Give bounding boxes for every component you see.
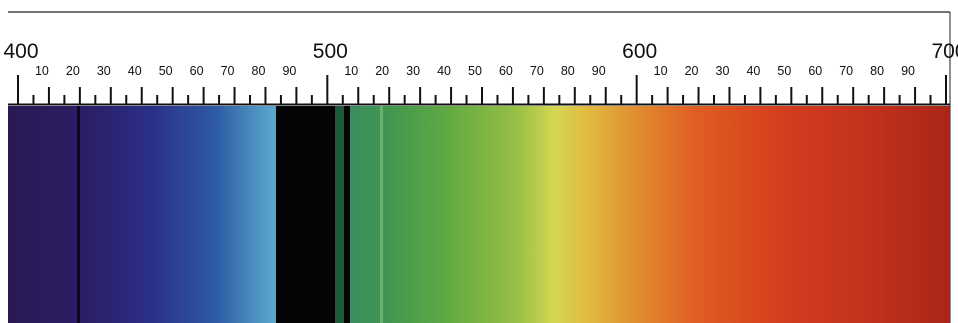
emission-line <box>380 106 383 323</box>
minor-label: 20 <box>375 64 389 78</box>
minor-label: 30 <box>406 64 420 78</box>
minor-label: 50 <box>777 64 791 78</box>
minor-label: 20 <box>685 64 699 78</box>
minor-label: 50 <box>159 64 173 78</box>
major-label: 400 <box>3 40 38 63</box>
minor-label: 40 <box>746 64 760 78</box>
major-label: 700 <box>931 40 958 63</box>
minor-label: 90 <box>282 64 296 78</box>
minor-label: 50 <box>468 64 482 78</box>
minor-label: 60 <box>190 64 204 78</box>
spectrum <box>8 106 950 323</box>
minor-label: 70 <box>530 64 544 78</box>
minor-label: 30 <box>97 64 111 78</box>
minor-label: 40 <box>128 64 142 78</box>
major-label: 600 <box>622 40 657 63</box>
minor-label: 70 <box>221 64 235 78</box>
minor-label: 90 <box>901 64 915 78</box>
minor-label: 20 <box>66 64 80 78</box>
minor-label: 80 <box>561 64 575 78</box>
spectrum-strip <box>335 106 345 323</box>
absorption-line <box>344 106 350 323</box>
minor-label: 70 <box>839 64 853 78</box>
minor-label: 80 <box>870 64 884 78</box>
minor-label: 40 <box>437 64 451 78</box>
minor-label: 60 <box>808 64 822 78</box>
minor-label: 10 <box>344 64 358 78</box>
major-label: 500 <box>313 40 348 63</box>
absorption-band <box>276 106 335 323</box>
minor-label: 80 <box>252 64 266 78</box>
minor-label: 30 <box>716 64 730 78</box>
spectrum-figure: 10 20 30 40 50 60 70 80 90 10 20 30 40 50 60 70 80 90 10 20… <box>0 0 958 323</box>
ruler: 10 20 30 40 50 60 70 80 90 10 20 30 40 50 60 70 80 90 10 20… <box>3 40 958 104</box>
minor-label: 10 <box>35 64 49 78</box>
minor-label: 10 <box>654 64 668 78</box>
absorption-line <box>77 106 80 323</box>
minor-label: 60 <box>499 64 513 78</box>
minor-label: 90 <box>592 64 606 78</box>
